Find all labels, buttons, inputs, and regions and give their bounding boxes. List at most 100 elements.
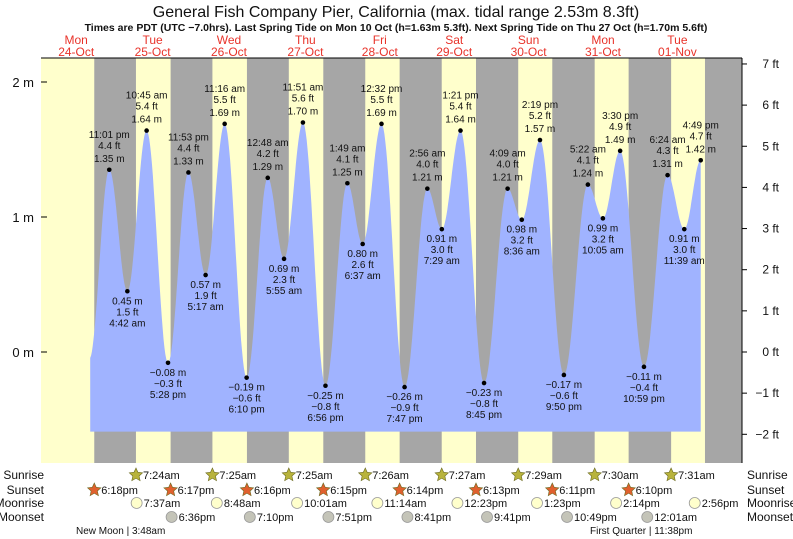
tide-m-label: 1.24 m [573, 169, 604, 180]
moonset-moon-icon [165, 511, 178, 523]
tide-time-label: 9:50 pm [546, 402, 582, 413]
tide-ft-label: 5.5 ft [370, 95, 392, 106]
day-date-label: 28-Oct [362, 45, 399, 59]
moonset-time: 7:10pm [257, 512, 294, 524]
y-tick-label-ft: 6 ft [762, 98, 779, 112]
tide-m-label: 0.57 m [190, 280, 221, 291]
tide-m-label: −0.26 m [386, 392, 422, 403]
day-name-label: Tue [667, 33, 688, 47]
sun-moon-rows: SunriseSunriseSunsetSunsetMoonriseMoonri… [0, 467, 793, 537]
tide-m-label: 1.57 m [525, 124, 556, 135]
y-tick-label-ft: 2 ft [762, 263, 779, 277]
moon-phase-label: New Moon | 3:48am [76, 526, 165, 537]
sunset-star-icon [239, 482, 255, 497]
tide-point [439, 226, 445, 232]
tide-point [425, 186, 430, 191]
tide-point [125, 288, 130, 294]
tide-ft-label: −0.8 ft [470, 399, 498, 410]
day-name-label: Mon [65, 33, 88, 47]
tide-time-label: 5:17 am [188, 302, 224, 313]
sunrise-time: 7:30am [602, 470, 639, 482]
sunset-star-icon [621, 482, 636, 497]
sunset-star-icon [392, 482, 407, 497]
moonrise-row-label-right: Moonrise [747, 496, 793, 510]
sunrise-time: 7:31am [678, 470, 715, 482]
sunrise-time: 7:29am [525, 470, 562, 482]
tide-ft-label: 2.6 ft [352, 260, 374, 271]
moonrise-moon-icon [451, 497, 464, 509]
daylight-band [41, 58, 95, 463]
tide-m-label: 1.42 m [685, 144, 716, 155]
tide-time-label: 2:19 pm [522, 100, 558, 111]
sunset-time: 6:16pm [254, 485, 291, 497]
tide-m-label: 0.98 m [506, 225, 537, 236]
tide-time-label: 4:42 am [109, 318, 145, 329]
tide-time-label: 5:22 am [570, 145, 606, 156]
tide-point [144, 128, 149, 133]
sunset-time: 6:14pm [407, 485, 444, 497]
tide-point [281, 256, 287, 262]
sunrise-time: 7:25am [296, 470, 333, 482]
tide-ft-label: −0.4 ft [630, 383, 658, 394]
sunrise-row-label-right: Sunrise [747, 468, 788, 482]
y-tick-label-ft: 3 ft [762, 222, 779, 236]
tide-time-label: 5:55 am [266, 286, 302, 297]
y-tick-label-m: 0 m [12, 345, 34, 360]
tide-point [561, 372, 567, 378]
chart-title: General Fish Company Pier, California (m… [153, 4, 639, 21]
moonset-row-label-right: Moonset [747, 510, 793, 524]
tide-ft-label: 3.2 ft [511, 236, 533, 247]
y-tick-label-ft: 4 ft [762, 180, 779, 194]
moonrise-moon-icon [531, 497, 543, 509]
tide-m-label: 0.45 m [112, 296, 143, 307]
moonrise-row-label: Moonrise [0, 496, 44, 510]
tide-m-label: 0.91 m [669, 234, 700, 245]
tide-time-label: 7:47 pm [387, 414, 423, 425]
moonset-time: 7:51pm [335, 512, 372, 524]
axes: 2 m 1 m 0 m 7 ft 6 ft 5 ft 4 ft 3 ft 2 ft 1 ft 0 f… [12, 57, 780, 463]
y-tick-label-ft: −1 ft [755, 386, 779, 400]
sunrise-time: 7:24am [143, 470, 180, 482]
tide-m-label: 0.91 m [427, 234, 458, 245]
tide-time-label: 7:29 am [424, 256, 460, 267]
tide-time-label: 11:53 pm [168, 132, 209, 143]
moonrise-moon-icon [291, 497, 303, 509]
tide-time-label: 11:16 am [204, 84, 245, 95]
tide-ft-label: −0.6 ft [550, 391, 578, 402]
sunrise-star-icon [434, 467, 450, 482]
tide-ft-label: 1.5 ft [116, 307, 138, 318]
tide-ft-label: 4.3 ft [656, 146, 678, 157]
tide-ft-label: 4.1 ft [577, 156, 599, 167]
day-date-label: 27-Oct [287, 45, 324, 59]
tide-m-label: 0.99 m [588, 223, 619, 234]
sunrise-star-icon [205, 467, 220, 482]
tide-ft-label: 3.0 ft [673, 245, 695, 256]
day-date-label: 01-Nov [658, 45, 697, 59]
day-name-label: Sat [445, 33, 464, 47]
moonrise-time: 10:01am [304, 498, 347, 510]
tide-ft-label: 1.9 ft [194, 291, 216, 302]
tide-m-label: −0.25 m [307, 391, 343, 402]
tide-ft-label: 5.2 ft [529, 111, 551, 122]
sunset-star-icon [163, 482, 179, 497]
day-date-label: 30-Oct [511, 45, 548, 59]
sunset-time: 6:18pm [101, 485, 138, 497]
tide-point [106, 167, 112, 173]
sunset-star-icon [315, 482, 331, 497]
tide-ft-label: 5.4 ft [135, 102, 157, 113]
tide-m-label: 1.31 m [652, 159, 683, 170]
tide-point [641, 364, 647, 370]
tide-point [537, 137, 543, 143]
tide-time-label: 11:01 pm [89, 130, 130, 141]
tide-point [519, 217, 525, 222]
moonrise-time: 2:14pm [623, 498, 660, 510]
tide-labels: 11:01 pm4.4 ft1.35 m0.45 m1.5 ft4:42 am1… [89, 83, 719, 426]
tide-curve [90, 122, 701, 432]
sunrise-star-icon [281, 467, 297, 482]
tide-point [681, 226, 687, 232]
sunset-row-label: Sunset [7, 483, 45, 497]
sunrise-row-label: Sunrise [3, 468, 44, 482]
y-tick-label-ft: 0 ft [762, 345, 779, 359]
tide-m-label: 1.29 m [252, 162, 283, 173]
